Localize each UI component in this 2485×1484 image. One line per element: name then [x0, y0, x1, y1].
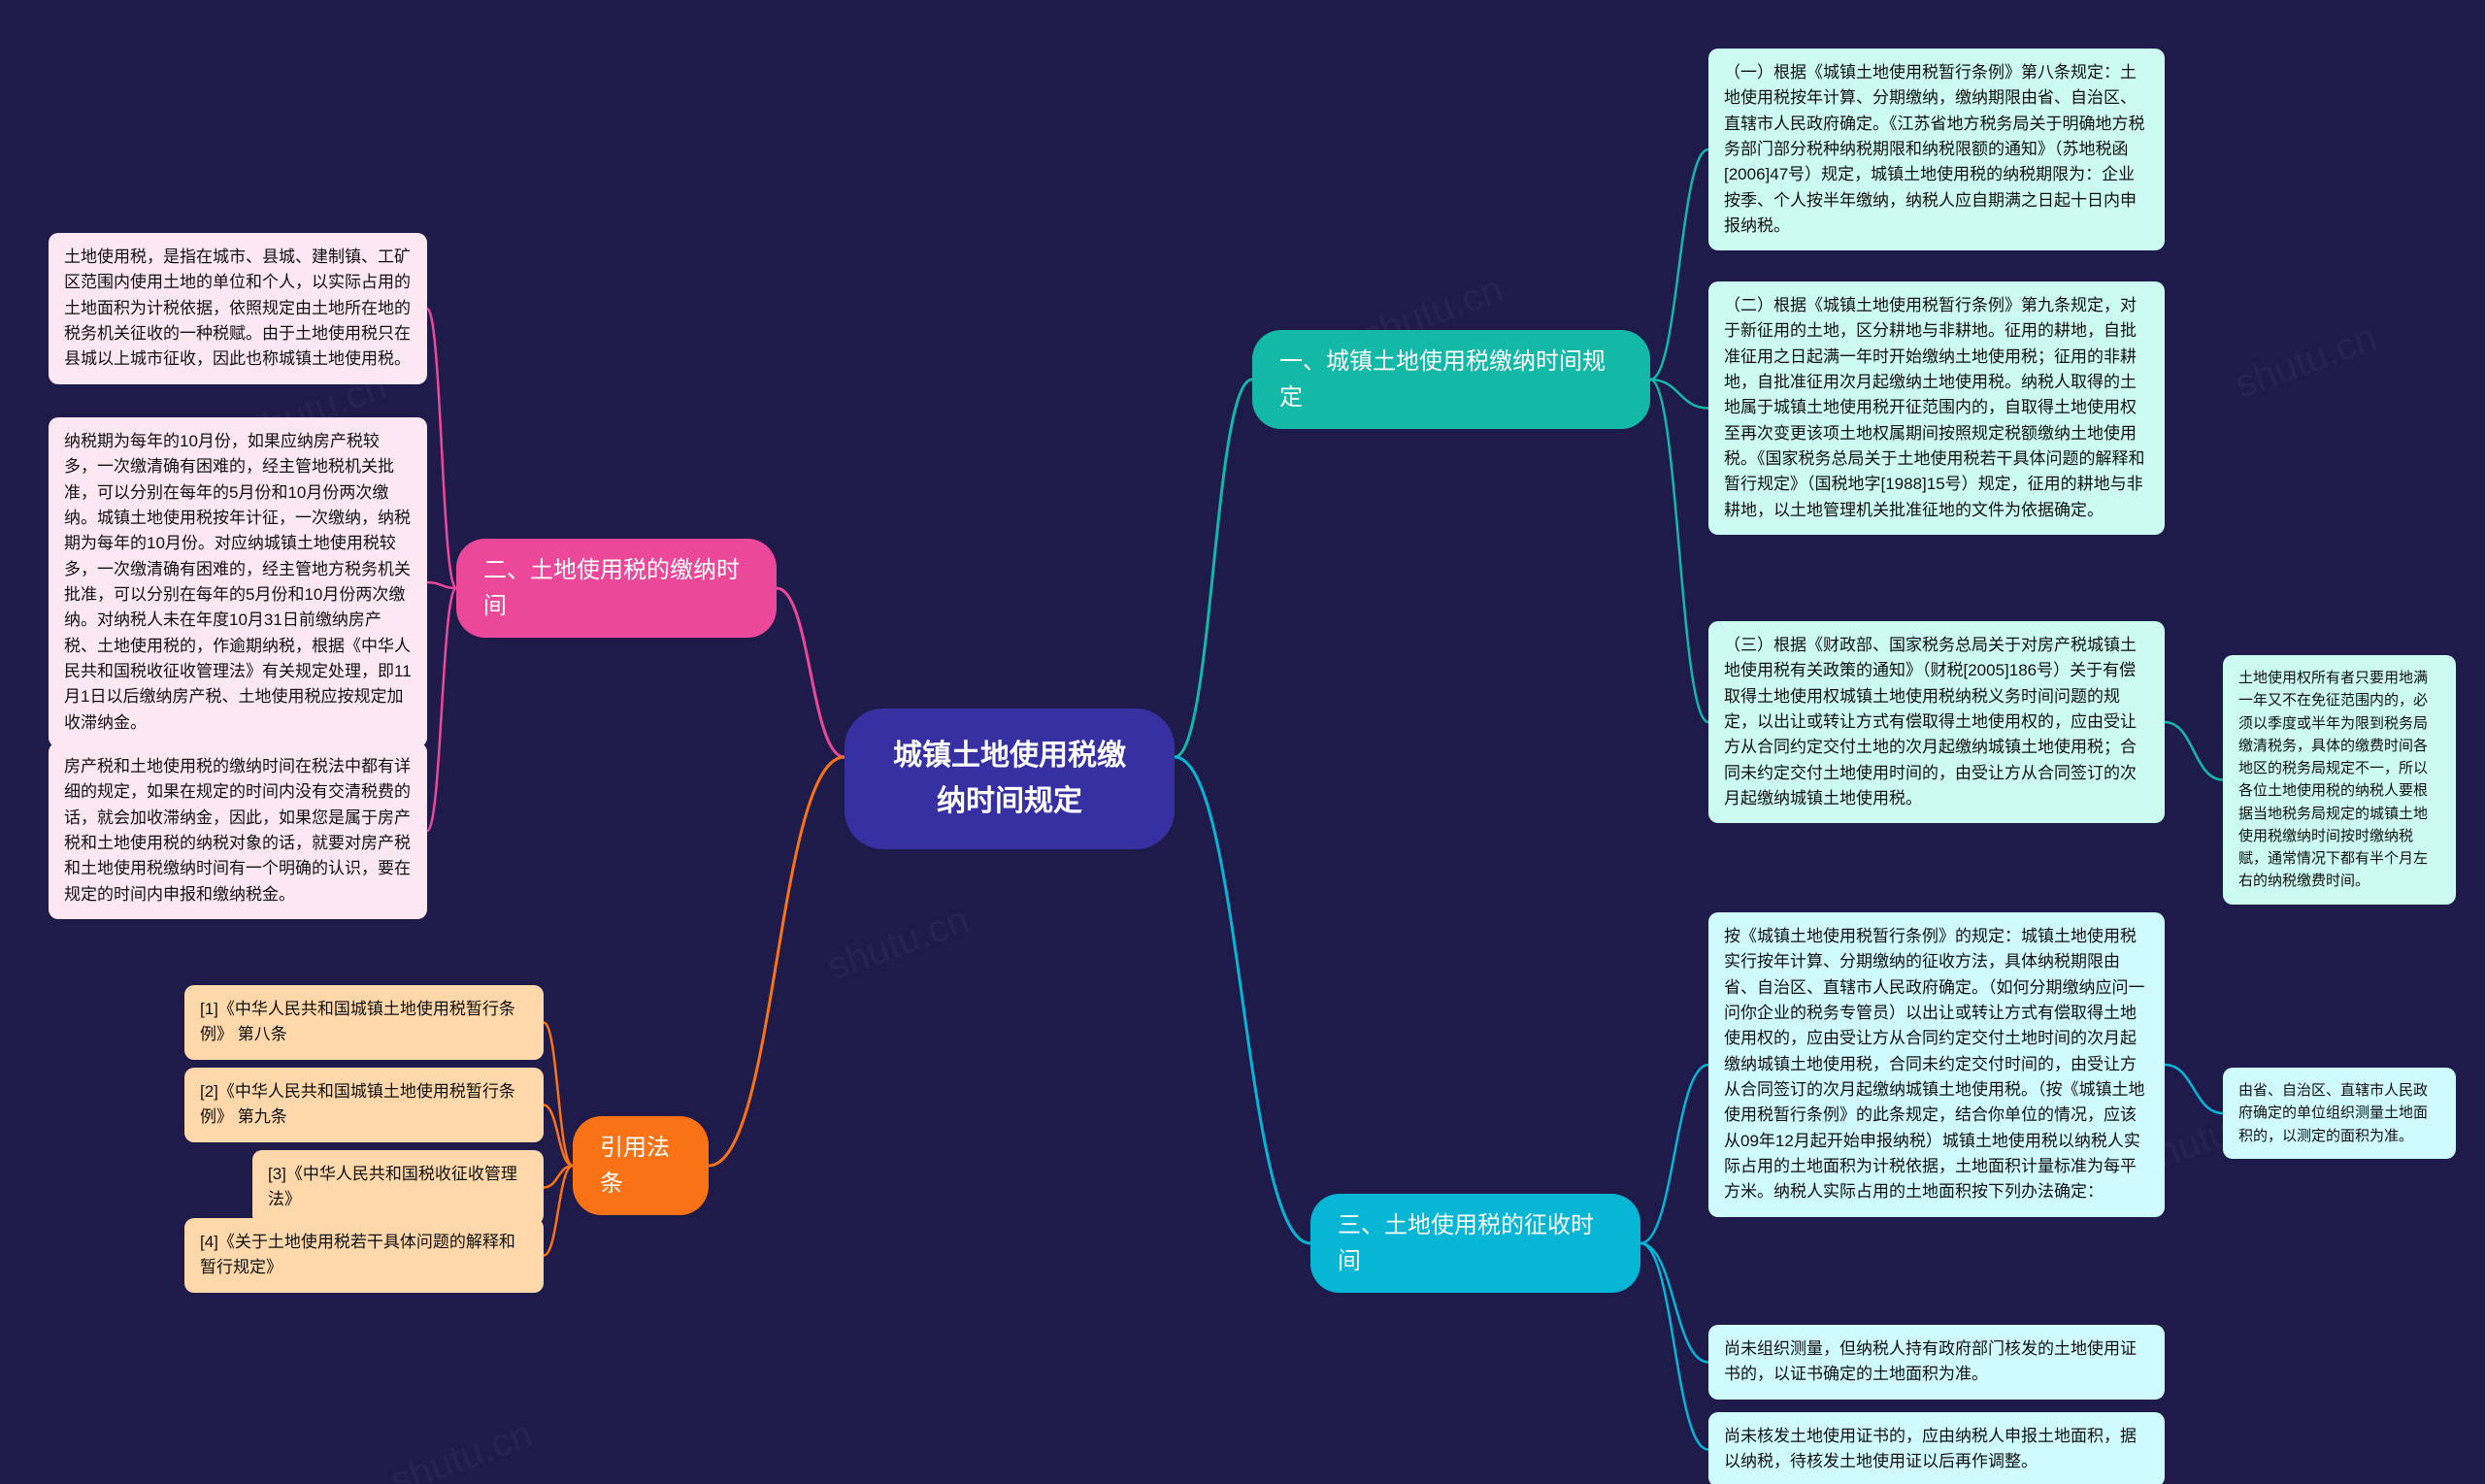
leaf-s2a[interactable]: 土地使用税，是指在城市、县城、建制镇、工矿区范围内使用土地的单位和个人，以实际占… — [49, 233, 427, 384]
watermark: shutu.cn — [2230, 315, 2382, 407]
leaf-s1c1[interactable]: 土地使用权所有者只要用地满一年又不在免征范围内的，必须以季度或半年为限到税务局缴… — [2223, 655, 2456, 905]
leaf-s1a[interactable]: （一）根据《城镇土地使用税暂行条例》第八条规定：土地使用税按年计算、分期缴纳，缴… — [1708, 49, 2165, 250]
section-s1[interactable]: 一、城镇土地使用税缴纳时间规定 — [1252, 330, 1650, 429]
leaf-s4b[interactable]: [2]《中华人民共和国城镇土地使用税暂行条例》 第九条 — [184, 1068, 544, 1142]
watermark: shutu.cn — [822, 898, 975, 989]
section-s2[interactable]: 二、土地使用税的缴纳时间 — [456, 539, 777, 638]
leaf-s1b[interactable]: （二）根据《城镇土地使用税暂行条例》第九条规定，对于新征用的土地，区分耕地与非耕… — [1708, 281, 2165, 535]
section-s4[interactable]: 引用法条 — [573, 1116, 709, 1215]
watermark: shutu.cn — [385, 1412, 538, 1484]
leaf-s3a1[interactable]: 由省、自治区、直辖市人民政府确定的单位组织测量土地面积的，以测定的面积为准。 — [2223, 1068, 2456, 1159]
leaf-s4d[interactable]: [4]《关于土地使用税若干具体问题的解释和暂行规定》 — [184, 1218, 544, 1293]
leaf-s4a[interactable]: [1]《中华人民共和国城镇土地使用税暂行条例》 第八条 — [184, 985, 544, 1060]
leaf-s2c[interactable]: 房产税和土地使用税的缴纳时间在税法中都有详细的规定，如果在规定的时间内没有交清税… — [49, 742, 427, 919]
leaf-s1c[interactable]: （三）根据《财政部、国家税务总局关于对房产税城镇土地使用税有关政策的通知》（财税… — [1708, 621, 2165, 823]
leaf-s3b[interactable]: 尚未组织测量，但纳税人持有政府部门核发的土地使用证书的，以证书确定的土地面积为准… — [1708, 1325, 2165, 1400]
leaf-s3a[interactable]: 按《城镇土地使用税暂行条例》的规定：城镇土地使用税实行按年计算、分期缴纳的征收方… — [1708, 912, 2165, 1217]
section-s3[interactable]: 三、土地使用税的征收时间 — [1310, 1194, 1640, 1293]
leaf-s3c[interactable]: 尚未核发土地使用证书的，应由纳税人申报土地面积，据以纳税，待核发土地使用证以后再… — [1708, 1412, 2165, 1484]
leaf-s4c[interactable]: [3]《中华人民共和国税收征收管理法》 — [252, 1150, 544, 1225]
leaf-s2b[interactable]: 纳税期为每年的10月份，如果应纳房产税较多，一次缴清确有困难的，经主管地税机关批… — [49, 417, 427, 747]
center-node[interactable]: 城镇土地使用税缴纳时间规定 — [845, 709, 1175, 849]
